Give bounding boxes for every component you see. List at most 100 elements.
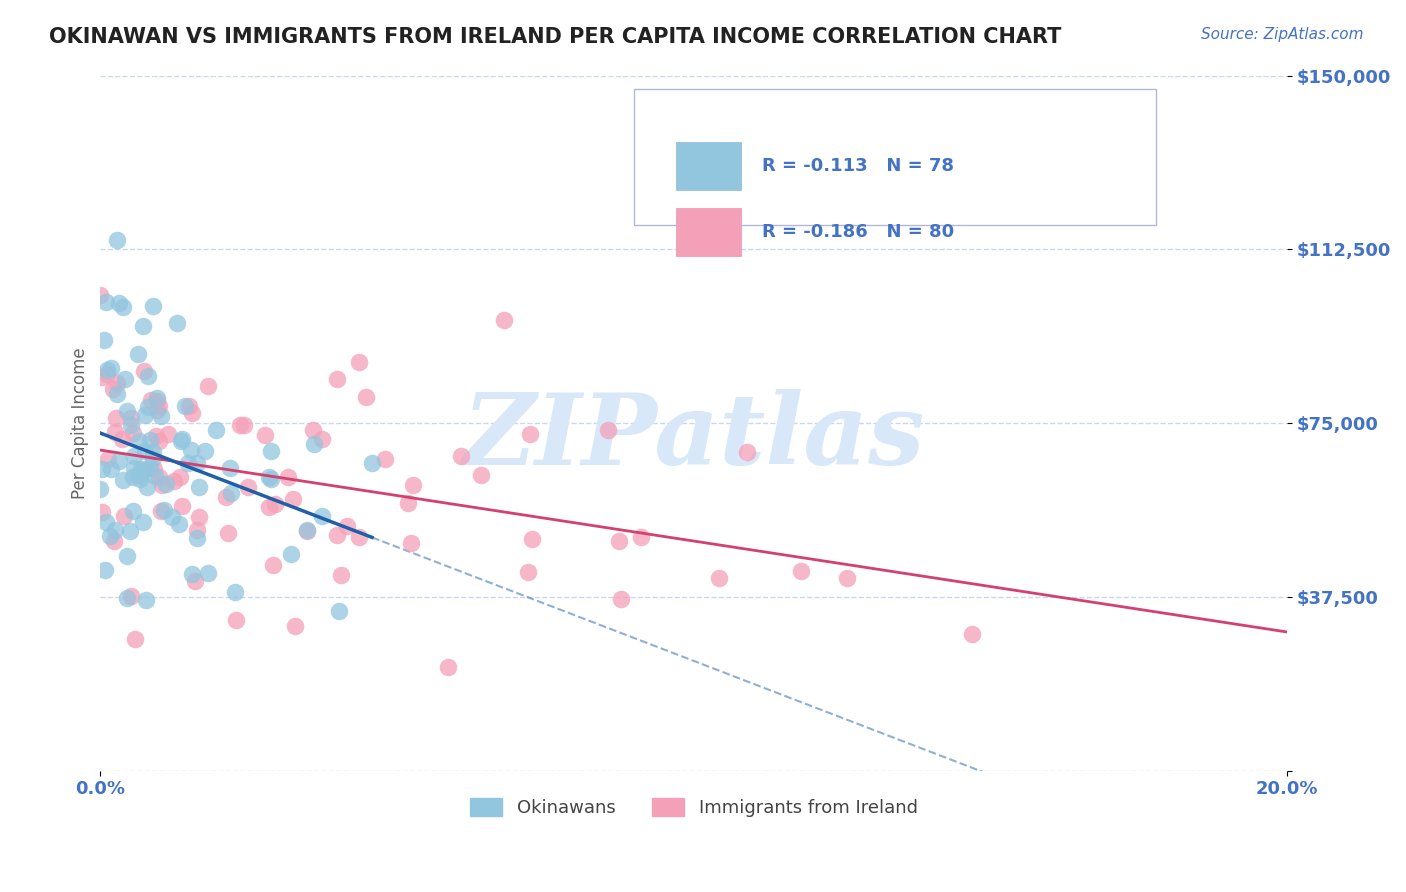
Point (183, 574, 205, 588)
Point (105, 411, 128, 425)
Point (347, 530, 370, 544)
Point (96, 367, 118, 381)
Point (127, 347, 149, 361)
Point (219, 461, 242, 475)
Point (122, 460, 145, 475)
FancyBboxPatch shape (676, 208, 741, 256)
Point (134, 364, 156, 378)
Point (264, 497, 287, 511)
Point (142, 450, 165, 465)
Y-axis label: Per Capita Income: Per Capita Income (72, 347, 89, 499)
Point (229, 417, 252, 432)
Point (100, 361, 122, 376)
Point (188, 510, 211, 524)
Point (280, 547, 302, 561)
Point (120, 417, 142, 432)
Point (103, 523, 125, 537)
Point (142, 445, 165, 459)
Point (148, 434, 170, 449)
Point (94, 563, 117, 577)
Point (205, 423, 228, 437)
Point (122, 470, 145, 484)
Point (166, 316, 188, 330)
Point (494, 313, 516, 327)
Point (302, 436, 325, 450)
Point (197, 566, 219, 581)
Point (181, 406, 204, 420)
Point (167, 516, 190, 531)
Point (837, 571, 859, 585)
Point (257, 469, 280, 483)
Point (295, 523, 318, 537)
Point (180, 442, 202, 457)
Point (148, 399, 170, 413)
Point (112, 509, 135, 524)
Point (114, 372, 136, 386)
Point (169, 470, 191, 484)
Point (96, 362, 118, 376)
Point (374, 452, 396, 467)
Point (437, 659, 460, 673)
Point (121, 425, 143, 440)
Point (260, 472, 283, 486)
Point (91, 370, 114, 384)
Point (174, 399, 197, 413)
Point (399, 535, 422, 549)
Text: Source: ZipAtlas.com: Source: ZipAtlas.com (1201, 27, 1364, 42)
Point (132, 463, 155, 477)
Point (139, 434, 162, 448)
Point (98, 529, 121, 543)
Point (142, 299, 165, 313)
Point (177, 399, 200, 413)
Point (134, 444, 156, 458)
Point (326, 372, 349, 386)
Point (354, 390, 377, 404)
Point (630, 530, 652, 544)
Point (146, 391, 169, 405)
Point (112, 474, 135, 488)
Point (94, 294, 117, 309)
Point (128, 434, 150, 448)
Point (188, 479, 211, 493)
Point (180, 567, 202, 582)
Point (186, 523, 208, 537)
Point (124, 449, 146, 463)
Point (295, 524, 318, 538)
Point (260, 443, 283, 458)
Point (735, 445, 758, 459)
Point (132, 319, 155, 334)
Point (329, 567, 352, 582)
Point (311, 509, 333, 524)
Point (232, 417, 254, 432)
Text: R = -0.113   N = 78: R = -0.113 N = 78 (762, 157, 955, 175)
Point (136, 400, 159, 414)
Point (328, 604, 350, 618)
FancyBboxPatch shape (676, 142, 741, 190)
Point (105, 376, 128, 390)
Point (108, 453, 131, 467)
Point (100, 462, 122, 476)
Point (103, 534, 125, 549)
Point (257, 500, 280, 515)
Point (170, 499, 193, 513)
Point (163, 475, 186, 489)
Point (160, 510, 183, 524)
Point (607, 534, 630, 549)
Point (111, 432, 134, 446)
Point (148, 470, 170, 484)
Legend: Okinawans, Immigrants from Ireland: Okinawans, Immigrants from Ireland (463, 790, 925, 824)
Point (104, 425, 127, 439)
Point (108, 295, 131, 310)
Point (170, 434, 193, 449)
Point (97, 452, 120, 467)
Point (142, 462, 165, 476)
Point (277, 470, 299, 484)
Point (311, 433, 333, 447)
Point (596, 423, 619, 437)
Point (326, 528, 349, 542)
Point (101, 382, 124, 396)
Point (89, 482, 111, 496)
Point (254, 428, 277, 442)
Point (89, 287, 111, 301)
Point (94, 515, 117, 529)
